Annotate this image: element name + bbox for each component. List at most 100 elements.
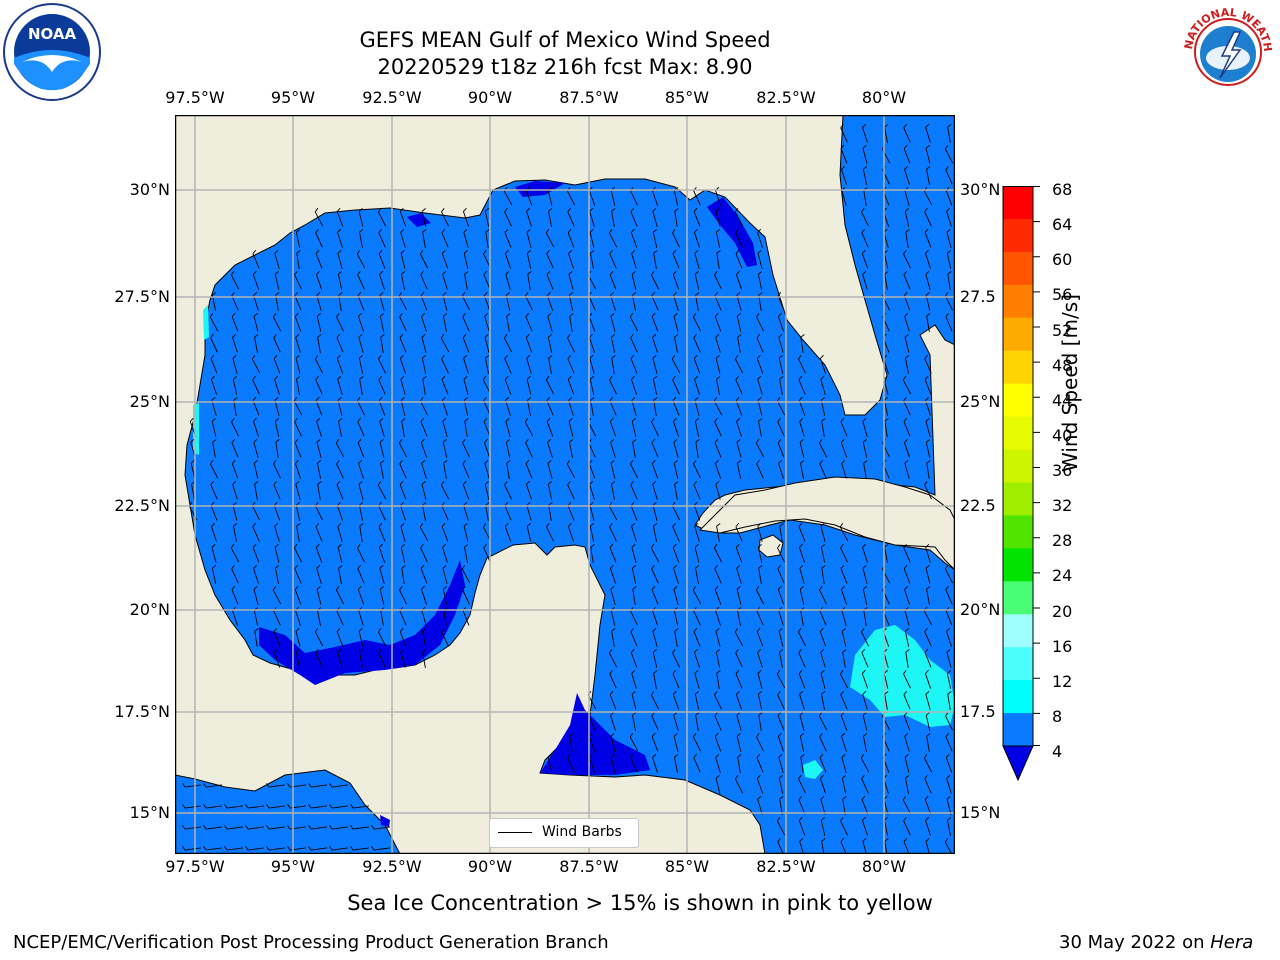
colorbar-underflow-arrow xyxy=(1002,745,1034,782)
wind-barb xyxy=(377,481,387,500)
wind-barb xyxy=(903,816,911,836)
title-line-1: GEFS MEAN Gulf of Mexico Wind Speed xyxy=(359,28,771,52)
wind-barb xyxy=(462,312,470,332)
wind-barb xyxy=(693,207,701,227)
wind-barb xyxy=(716,670,721,689)
wind-barb xyxy=(925,417,931,437)
wind-barb xyxy=(337,375,343,395)
wind-barb xyxy=(251,355,261,374)
wind-barb xyxy=(463,522,469,542)
wind-barb xyxy=(924,648,932,668)
wind-barb xyxy=(862,439,868,458)
lat-tick-left: 22.5°N xyxy=(114,496,170,515)
wind-barb xyxy=(925,543,931,563)
wind-barb xyxy=(757,271,763,290)
lon-tick-top: 97.5°W xyxy=(165,88,225,107)
wind-barb xyxy=(357,564,365,584)
wind-barb xyxy=(694,271,700,290)
wind-barb xyxy=(651,459,659,479)
wind-barb xyxy=(209,313,219,332)
wind-barb xyxy=(442,291,448,311)
wind-barb xyxy=(356,250,366,269)
wind-barb xyxy=(903,711,911,731)
wind-barb xyxy=(462,438,470,458)
wind-barb xyxy=(611,208,616,227)
wind-barb xyxy=(505,439,511,458)
wind-barb xyxy=(715,354,721,374)
wind-barb xyxy=(420,585,428,605)
wind-barb xyxy=(905,649,910,668)
wind-barb xyxy=(736,313,742,332)
wind-barb xyxy=(295,354,301,374)
wind-barb xyxy=(776,817,786,836)
wind-barb xyxy=(925,144,931,164)
wind-barb xyxy=(337,249,343,269)
colorbar-tick-label: 68 xyxy=(1052,180,1073,199)
title-line-2: 20220529 t18z 216h fcst Max: 8.90 xyxy=(377,55,753,79)
wind-barb xyxy=(757,375,763,395)
wind-barb xyxy=(714,459,722,479)
wind-barb xyxy=(840,816,848,836)
wind-barb xyxy=(798,354,806,374)
colorbar-segment xyxy=(1003,581,1033,615)
low-wind-area-south xyxy=(380,815,390,827)
colorbar-segment xyxy=(1003,713,1033,747)
wind-barb xyxy=(546,270,554,290)
wind-barb xyxy=(632,292,637,311)
wind-barb xyxy=(335,586,345,605)
wind-barb xyxy=(840,165,848,185)
wind-barb xyxy=(273,501,281,521)
wind-barb xyxy=(224,825,243,830)
wind-barb xyxy=(399,627,407,647)
wind-barb xyxy=(483,417,491,437)
colorbar-segment xyxy=(1003,218,1033,253)
wind-barb xyxy=(484,333,490,353)
wind-barb xyxy=(841,459,847,479)
wind-barb xyxy=(525,312,533,332)
wind-barb xyxy=(862,166,868,185)
wind-barb xyxy=(946,627,952,647)
wind-barb xyxy=(904,628,910,647)
wind-barb xyxy=(631,249,637,269)
gridlines-layer xyxy=(175,115,955,854)
wind-barb xyxy=(924,795,932,815)
wind-barb xyxy=(610,334,616,353)
wind-barb xyxy=(504,480,512,500)
wind-barb xyxy=(821,691,826,710)
wind-barb xyxy=(904,165,910,185)
wind-barb xyxy=(925,690,931,710)
wind-barb xyxy=(211,543,217,563)
wind-barbs-legend-label: Wind Barbs xyxy=(542,824,622,840)
wind-barb xyxy=(862,270,868,290)
lat-tick-right: 15°N xyxy=(960,803,1001,822)
wind-barb xyxy=(548,502,553,521)
wind-barb xyxy=(504,228,512,248)
wind-barb xyxy=(336,354,344,374)
lon-tick-bottom: 95°W xyxy=(270,857,316,876)
lon-tick-top: 82.5°W xyxy=(756,88,816,107)
chart-title: GEFS MEAN Gulf of Mexico Wind Speed 2022… xyxy=(0,27,1130,81)
wind-barb xyxy=(798,522,806,542)
lat-tick-right: 17.5 xyxy=(960,702,996,721)
wind-barb xyxy=(632,586,637,605)
wind-barb xyxy=(903,396,911,416)
wind-barb xyxy=(461,292,471,311)
lon-tick-top: 92.5°W xyxy=(362,88,422,107)
wind-barb xyxy=(442,586,448,605)
wind-barb xyxy=(371,825,390,830)
wind-barb xyxy=(308,846,327,851)
colorbar-segment xyxy=(1003,548,1033,582)
wind-barb xyxy=(485,355,490,374)
wind-barb xyxy=(462,459,470,479)
wind-barb xyxy=(338,418,343,437)
wind-barb xyxy=(266,804,285,809)
wind-barb xyxy=(714,270,722,290)
wind-barb xyxy=(945,711,953,731)
colorbar-graphic xyxy=(1002,186,1040,782)
wind-barb xyxy=(610,459,616,479)
colorbar-tick-label: 36 xyxy=(1052,461,1073,480)
wind-barb xyxy=(253,564,259,584)
wind-barb xyxy=(653,523,658,542)
wind-barb xyxy=(609,564,617,584)
wind-barb xyxy=(945,165,953,185)
